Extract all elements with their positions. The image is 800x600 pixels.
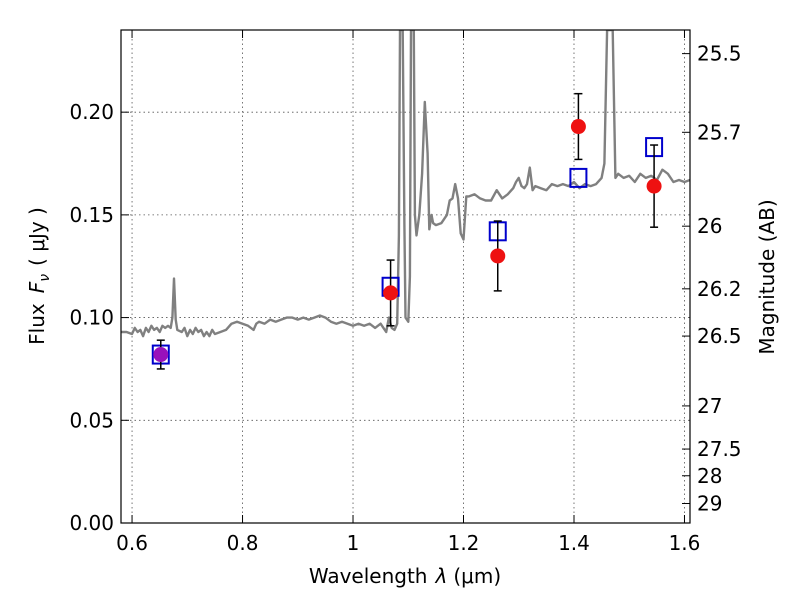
spectrum-line [121,30,690,338]
observed-flux-point [570,119,586,135]
y2-tick-label: 27 [697,394,722,418]
y2-tick-label: 26.2 [697,277,742,301]
y2-tick-label: 25.7 [697,120,742,144]
y2-tick-label: 26 [697,214,722,238]
observed-flux-point [646,178,662,194]
y2-axis-label: Magnitude (AB) [755,199,779,354]
x-axis-label: Wavelength λ (μm) [309,564,501,588]
data-layer [121,30,690,338]
model-photometry-square [569,167,588,188]
x-tick-label: 1.4 [558,531,590,555]
y2-tick-label: 25.5 [697,42,742,66]
y-tick-label: 0.15 [69,203,114,227]
observed-flux-point [383,285,399,301]
y-tick-label: 0.10 [69,306,114,330]
markers-layer [151,92,664,370]
plot-frame [120,29,691,524]
x-tick-label: 0.6 [116,531,148,555]
y2-tick-label: 28 [697,464,722,488]
y-tick-label: 0.20 [69,100,114,124]
y2-tick-label: 26.5 [697,324,742,348]
y-axis-label: FluxFν( μJy ) [25,207,53,345]
x-tick-label: 1.2 [448,531,480,555]
x-tick-label: 1.6 [669,531,701,555]
y2-tick-label: 29 [697,491,722,515]
x-tick-label: 1 [347,531,360,555]
ticks-layer: 0.6 0.8 1 1.2 1.4 1.6 0.00 0.05 0.10 0.15 0.20 25.5… [69,30,742,555]
observed-flux-point [153,347,169,363]
y2-tick-label: 27.5 [697,437,742,461]
plot-area [121,30,690,338]
y-tick-label: 0.00 [69,511,114,535]
y-tick-label: 0.05 [69,408,114,432]
observed-flux-point [490,248,506,264]
x-tick-label: 0.8 [227,531,259,555]
